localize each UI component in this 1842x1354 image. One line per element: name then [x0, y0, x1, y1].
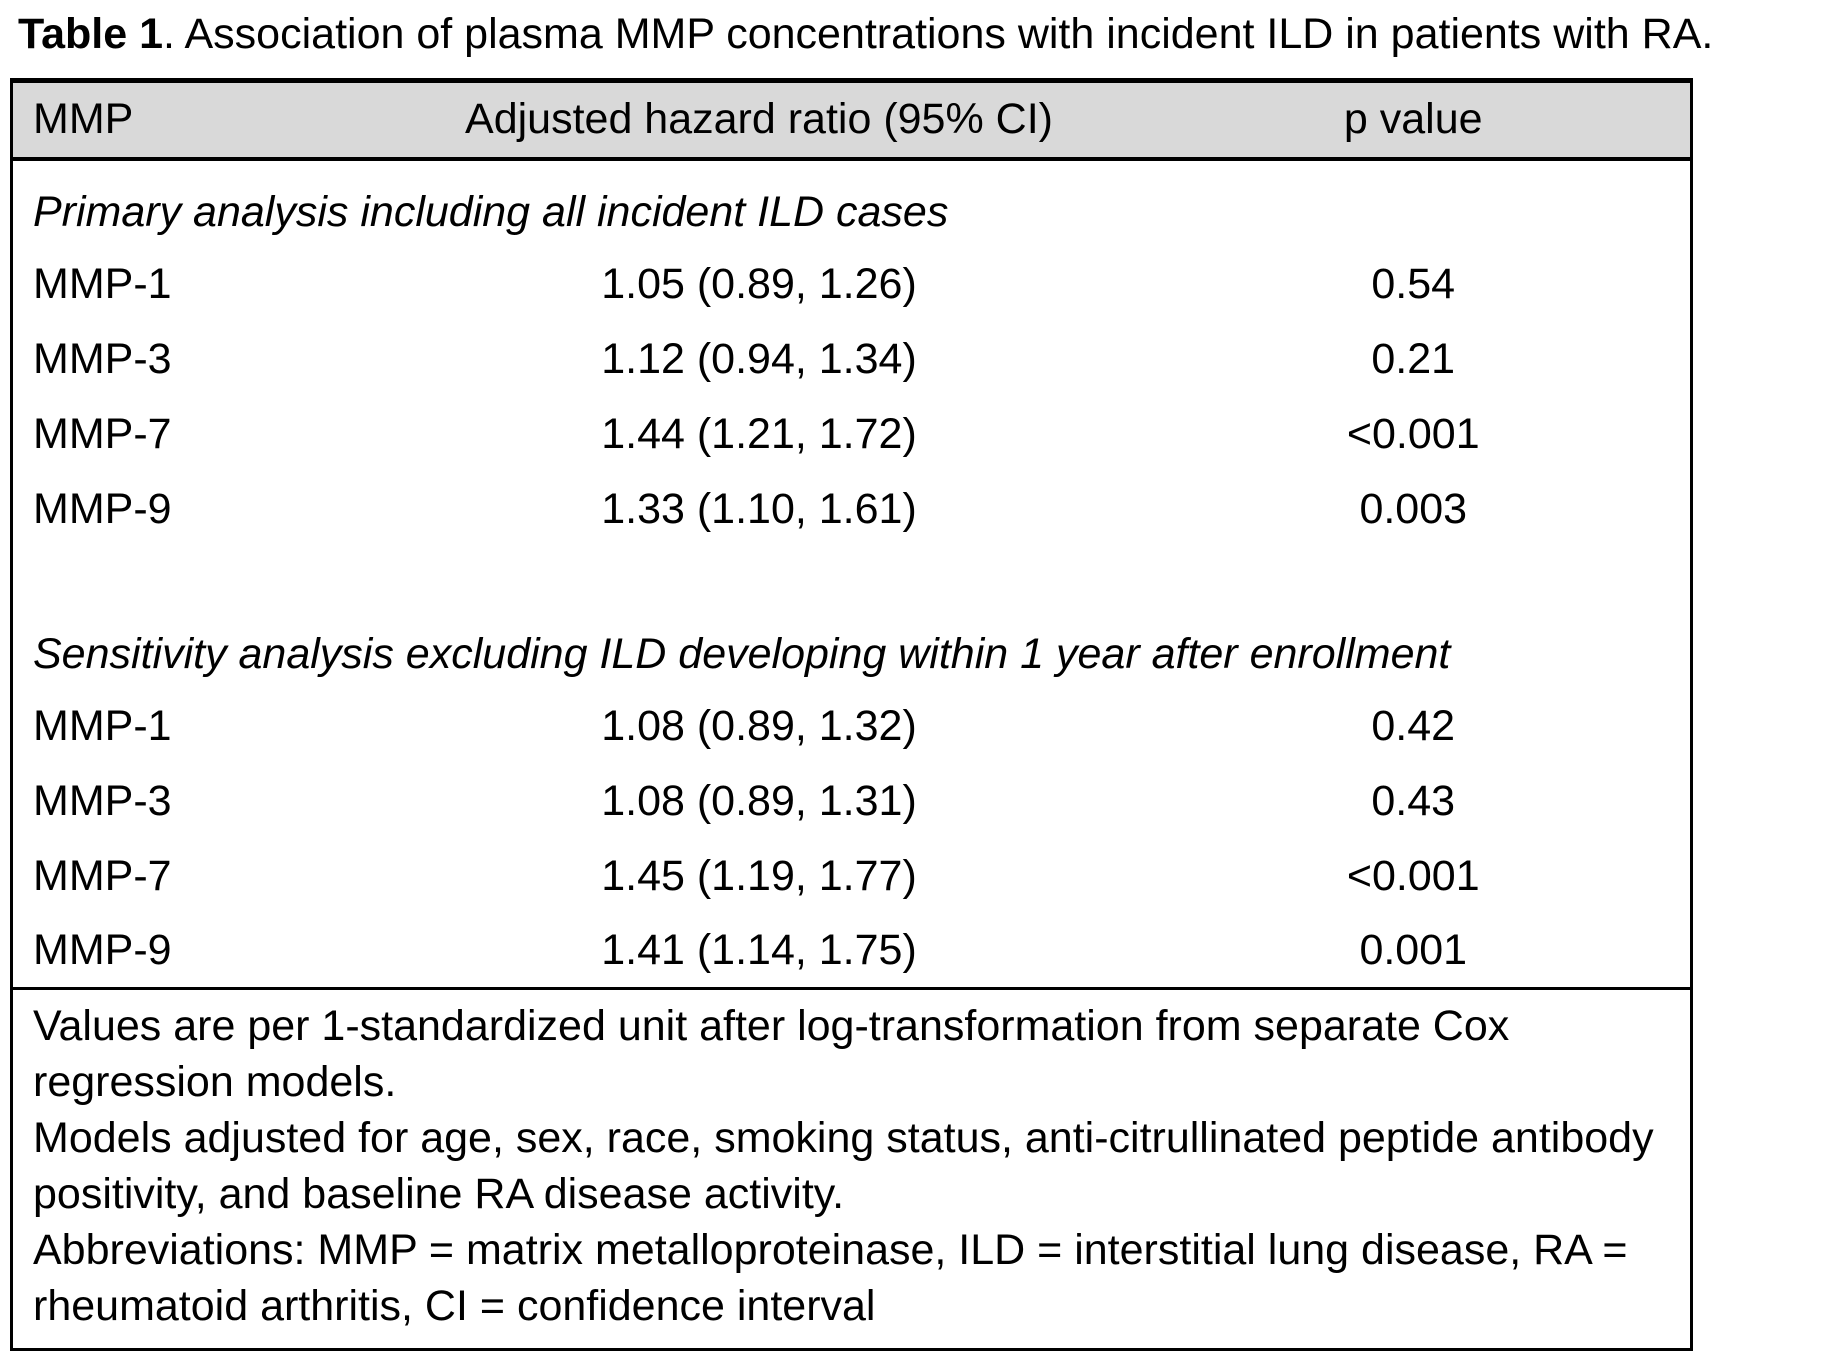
- hazard-ratio-cell: 1.05 (0.89, 1.26): [601, 259, 917, 308]
- table-row: MMP-7 1.45 (1.19, 1.77) <0.001: [12, 839, 1692, 914]
- section-spacer-cell: [12, 547, 1692, 603]
- column-header-mmp: MMP: [11, 80, 382, 161]
- footnotes-row: Values are per 1-standardized unit after…: [11, 987, 1692, 1350]
- mmp-ild-association-table: MMP Adjusted hazard ratio (95% CI) p val…: [10, 78, 1693, 1351]
- hazard-ratio-cell: 1.45 (1.19, 1.77): [601, 851, 917, 900]
- section-heading-row: Sensitivity analysis excluding ILD devel…: [12, 603, 1692, 689]
- p-value-cell: 0.21: [1371, 334, 1456, 383]
- mmp-name-cell: MMP-7: [33, 851, 172, 900]
- p-value-cell: 0.42: [1371, 701, 1456, 750]
- section-heading-row: Primary analysis including all incident …: [12, 159, 1692, 247]
- table-row: MMP-1 1.05 (0.89, 1.26) 0.54: [12, 247, 1692, 322]
- hazard-ratio-cell: 1.08 (0.89, 1.31): [601, 776, 917, 825]
- footnote-line: Models adjusted for age, sex, race, smok…: [33, 1114, 1654, 1218]
- mmp-name-cell: MMP-1: [33, 701, 172, 750]
- column-header-adjusted-hazard-ratio: Adjusted hazard ratio (95% CI): [381, 80, 1137, 161]
- section-heading: Sensitivity analysis excluding ILD devel…: [33, 629, 1451, 678]
- footnotes: Values are per 1-standardized unit after…: [11, 987, 1692, 1350]
- p-value-cell: <0.001: [1346, 409, 1480, 458]
- hazard-ratio-cell: 1.33 (1.10, 1.61): [601, 484, 917, 533]
- hazard-ratio-cell: 1.41 (1.14, 1.75): [601, 925, 917, 974]
- p-value-cell: <0.001: [1346, 851, 1480, 900]
- p-value-cell: 0.003: [1359, 484, 1468, 533]
- table-caption-label: Table 1: [18, 10, 163, 58]
- table-row: MMP-9 1.41 (1.14, 1.75) 0.001: [12, 914, 1692, 989]
- table-row: MMP-1 1.08 (0.89, 1.32) 0.42: [12, 689, 1692, 764]
- mmp-name-cell: MMP-3: [33, 334, 172, 383]
- p-value-cell: 0.54: [1371, 259, 1456, 308]
- document-page: Table 1. Association of plasma MMP conce…: [0, 6, 1842, 1354]
- mmp-name-cell: MMP-1: [33, 259, 172, 308]
- table-caption-text: . Association of plasma MMP concentratio…: [162, 10, 1714, 58]
- p-value-cell: 0.43: [1371, 776, 1456, 825]
- table-header-row: MMP Adjusted hazard ratio (95% CI) p val…: [11, 80, 1692, 161]
- mmp-name-cell: MMP-9: [33, 484, 172, 533]
- table-row: MMP-3 1.12 (0.94, 1.34) 0.21: [12, 322, 1692, 397]
- table-row: MMP-7 1.44 (1.21, 1.72) <0.001: [12, 397, 1692, 472]
- table-row: MMP-9 1.33 (1.10, 1.61) 0.003: [12, 472, 1692, 547]
- footnote-line: Values are per 1-standardized unit after…: [33, 1002, 1510, 1106]
- hazard-ratio-cell: 1.44 (1.21, 1.72): [601, 409, 917, 458]
- p-value-cell: 0.001: [1359, 925, 1468, 974]
- hazard-ratio-cell: 1.08 (0.89, 1.32): [601, 701, 917, 750]
- mmp-name-cell: MMP-9: [33, 925, 172, 974]
- hazard-ratio-cell: 1.12 (0.94, 1.34): [601, 334, 917, 383]
- section-spacer-row: [12, 547, 1692, 603]
- mmp-name-cell: MMP-7: [33, 409, 172, 458]
- footnote-line: Abbreviations: MMP = matrix metalloprote…: [33, 1226, 1628, 1330]
- mmp-name-cell: MMP-3: [33, 776, 172, 825]
- section-heading: Primary analysis including all incident …: [33, 187, 949, 236]
- table-row: MMP-3 1.08 (0.89, 1.31) 0.43: [12, 764, 1692, 839]
- table-caption: Table 1. Association of plasma MMP conce…: [18, 6, 1818, 63]
- column-header-p-value: p value: [1136, 80, 1692, 161]
